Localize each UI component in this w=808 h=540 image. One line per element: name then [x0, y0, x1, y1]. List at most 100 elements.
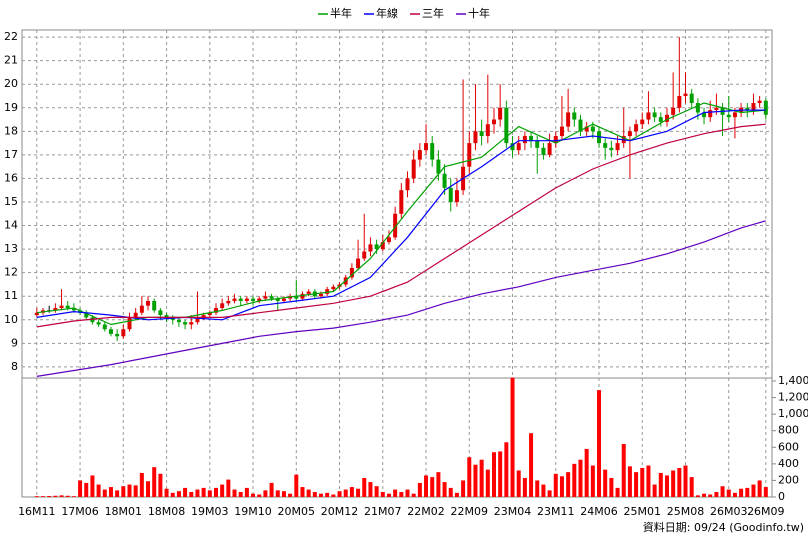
volume-bar — [220, 484, 225, 497]
volume-bar — [115, 490, 120, 497]
volume-bar — [356, 488, 361, 497]
candle-body — [529, 136, 534, 141]
x-tick-label: 25M01 — [624, 505, 662, 518]
candle-body — [380, 242, 385, 250]
legend-label: 十年 — [468, 6, 490, 20]
volume-bar — [226, 479, 231, 497]
volume-bar — [139, 472, 144, 497]
volume-bar — [349, 487, 354, 497]
plot-frame — [21, 29, 773, 498]
volume-bar — [763, 487, 768, 497]
candle-body — [53, 308, 58, 311]
candle-body — [646, 112, 651, 120]
candle-body — [498, 107, 503, 120]
x-tick-label: 23M04 — [494, 505, 532, 518]
volume-bar — [590, 465, 595, 497]
volume-bar — [566, 472, 571, 497]
candle-body — [356, 258, 361, 268]
volume-bar — [498, 451, 503, 497]
volume-bar — [34, 496, 39, 497]
candle-body — [59, 305, 64, 309]
volume-bar — [652, 484, 657, 497]
candle-body — [281, 298, 286, 301]
candle-body — [702, 112, 707, 118]
candle-body — [146, 300, 151, 306]
candle-body — [424, 143, 429, 151]
volume-bar — [485, 469, 490, 497]
candle-body — [319, 293, 324, 297]
candle-body — [115, 333, 120, 337]
candle-body — [201, 315, 206, 318]
volume-bar — [294, 474, 299, 497]
y-tick-label: 17 — [4, 148, 18, 161]
y-tick-label: 18 — [4, 124, 18, 137]
candle-body — [615, 143, 620, 151]
volume-bar — [263, 490, 268, 497]
volume-bar — [380, 492, 385, 497]
volume-bar — [146, 481, 151, 497]
volume-bar — [726, 489, 731, 497]
y-tick-label: 16 — [4, 171, 18, 184]
candle-body — [399, 190, 404, 214]
x-tick-label: 23M11 — [537, 505, 575, 518]
y-tick-label: 20 — [4, 77, 18, 90]
candle-body — [467, 143, 472, 167]
candle-body — [671, 107, 676, 115]
candle-body — [609, 147, 614, 151]
y-tick-label: 22 — [4, 30, 18, 43]
volume-bar — [183, 487, 188, 497]
candle-body — [108, 329, 113, 334]
volume-bar — [312, 492, 317, 497]
candle-body — [238, 298, 243, 301]
x-tick-label: 21M07 — [364, 505, 402, 518]
candle-body — [664, 114, 669, 122]
y2-tick-label: 1,200 — [778, 391, 808, 404]
candle-body — [65, 305, 70, 309]
candle-body — [590, 126, 595, 132]
volume-bar — [238, 492, 243, 497]
source-note: 資料日期: 09/24 (Goodinfo.tw) — [643, 520, 804, 534]
volume-bar — [41, 496, 46, 497]
y-tick-label: 13 — [4, 242, 18, 255]
y-tick-label: 9 — [11, 336, 18, 349]
candle-body — [263, 296, 268, 299]
volume-bar — [454, 492, 459, 497]
volume-bar — [121, 486, 126, 497]
volume-bar — [535, 480, 540, 497]
volume-bar — [634, 472, 639, 497]
volume-bar — [529, 433, 534, 497]
moving-average-line — [36, 109, 766, 321]
candle-body — [251, 298, 256, 301]
candle-body — [300, 293, 305, 299]
volume-bar — [461, 480, 466, 497]
candle-body — [127, 317, 132, 330]
volume-bar — [491, 452, 496, 497]
candle-body — [689, 93, 694, 104]
volume-bar — [473, 464, 478, 497]
volume-bar — [133, 485, 138, 497]
candle-body — [504, 107, 509, 144]
volume-bar — [658, 472, 663, 497]
y2-tick-label: 1,400 — [778, 374, 808, 387]
volume-bar — [559, 476, 564, 497]
candle-body — [213, 308, 218, 313]
volume-bar — [621, 443, 626, 497]
volume-bar — [584, 448, 589, 497]
candle-body — [584, 126, 589, 132]
y-tick-label: 10 — [4, 313, 18, 326]
candle-body — [745, 107, 750, 111]
x-tick-label: 20M05 — [278, 505, 316, 518]
volume-bar — [281, 491, 286, 497]
x-tick-label: 19M10 — [234, 505, 272, 518]
volume-bar — [609, 477, 614, 497]
candle-body — [732, 112, 737, 118]
candle-body — [553, 136, 558, 144]
y2-tick-label: 800 — [778, 424, 799, 437]
candle-body — [152, 300, 157, 311]
volume-bar — [331, 494, 336, 497]
candle-body — [121, 329, 126, 337]
volume-bar — [671, 470, 676, 497]
volume-bar — [368, 482, 373, 497]
volume-bar — [195, 489, 200, 497]
volume-bar — [510, 377, 515, 497]
